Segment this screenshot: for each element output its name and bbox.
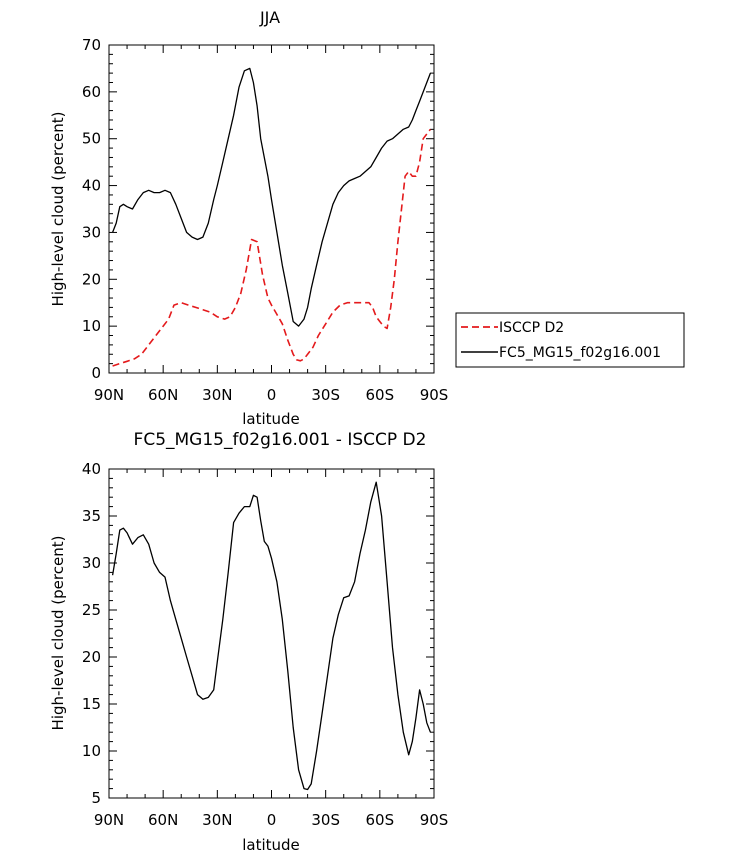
top-y-tick-label: 0 — [91, 364, 101, 382]
top-plot-area — [108, 44, 435, 374]
bottom-x-tick-label: 0 — [267, 811, 277, 829]
bottom-x-tick-label: 60S — [366, 811, 395, 829]
top-y-tick-label: 30 — [82, 223, 101, 241]
top-y-tick-label: 50 — [82, 130, 101, 148]
top-series-line-1 — [111, 67, 432, 327]
bottom-y-tick-label: 35 — [82, 507, 101, 525]
legend-box — [455, 312, 685, 368]
bottom-series-line-0 — [111, 481, 432, 791]
legend-label-fc5: FC5_MG15_f02g16.001 — [499, 345, 661, 361]
top-chart-title: JJA — [259, 8, 280, 27]
top-y-tick-label: 60 — [82, 83, 101, 101]
bottom-x-tick-label: 60N — [148, 811, 178, 829]
top-panel: JJA High-level cloud (percent) latitude … — [49, 8, 448, 428]
top-y-tick-label: 20 — [82, 270, 101, 288]
bottom-y-tick-label: 15 — [82, 695, 101, 713]
top-x-tick-label: 60N — [148, 386, 178, 404]
bottom-x-tick-label: 30S — [311, 811, 340, 829]
top-x-tick-label: 90S — [420, 386, 449, 404]
bottom-panel: FC5_MG15_f02g16.001 - ISCCP D2 High-leve… — [49, 430, 448, 854]
bottom-y-tick-label: 25 — [82, 601, 101, 619]
legend: ISCCP D2 FC5_MG15_f02g16.001 — [455, 312, 685, 368]
bottom-x-tick-label: 30N — [202, 811, 232, 829]
top-y-tick-label: 10 — [82, 317, 101, 335]
top-x-tick-label: 30S — [311, 386, 340, 404]
bottom-x-axis-label: latitude — [242, 836, 300, 854]
bottom-y-axis-label: High-level cloud (percent) — [49, 536, 67, 731]
top-x-axis-label: latitude — [242, 410, 300, 428]
bottom-chart-title: FC5_MG15_f02g16.001 - ISCCP D2 — [134, 430, 427, 450]
top-y-axis-label: High-level cloud (percent) — [49, 112, 67, 307]
top-x-tick-label: 0 — [267, 386, 277, 404]
legend-label-isccp: ISCCP D2 — [499, 320, 564, 336]
bottom-y-tick-label: 10 — [82, 742, 101, 760]
top-y-tick-label: 70 — [82, 36, 101, 54]
top-series-line-0 — [112, 128, 432, 367]
bottom-x-tick-label: 90S — [420, 811, 449, 829]
bottom-y-tick-label: 20 — [82, 648, 101, 666]
top-x-tick-label: 60S — [366, 386, 395, 404]
top-y-tick-label: 40 — [82, 177, 101, 195]
bottom-y-tick-label: 30 — [82, 554, 101, 572]
bottom-y-tick-label: 5 — [91, 789, 101, 807]
bottom-y-tick-label: 40 — [82, 460, 101, 478]
top-x-tick-label: 90N — [94, 386, 124, 404]
bottom-plot-area — [108, 468, 435, 799]
bottom-x-tick-label: 90N — [94, 811, 124, 829]
top-x-tick-label: 30N — [202, 386, 232, 404]
